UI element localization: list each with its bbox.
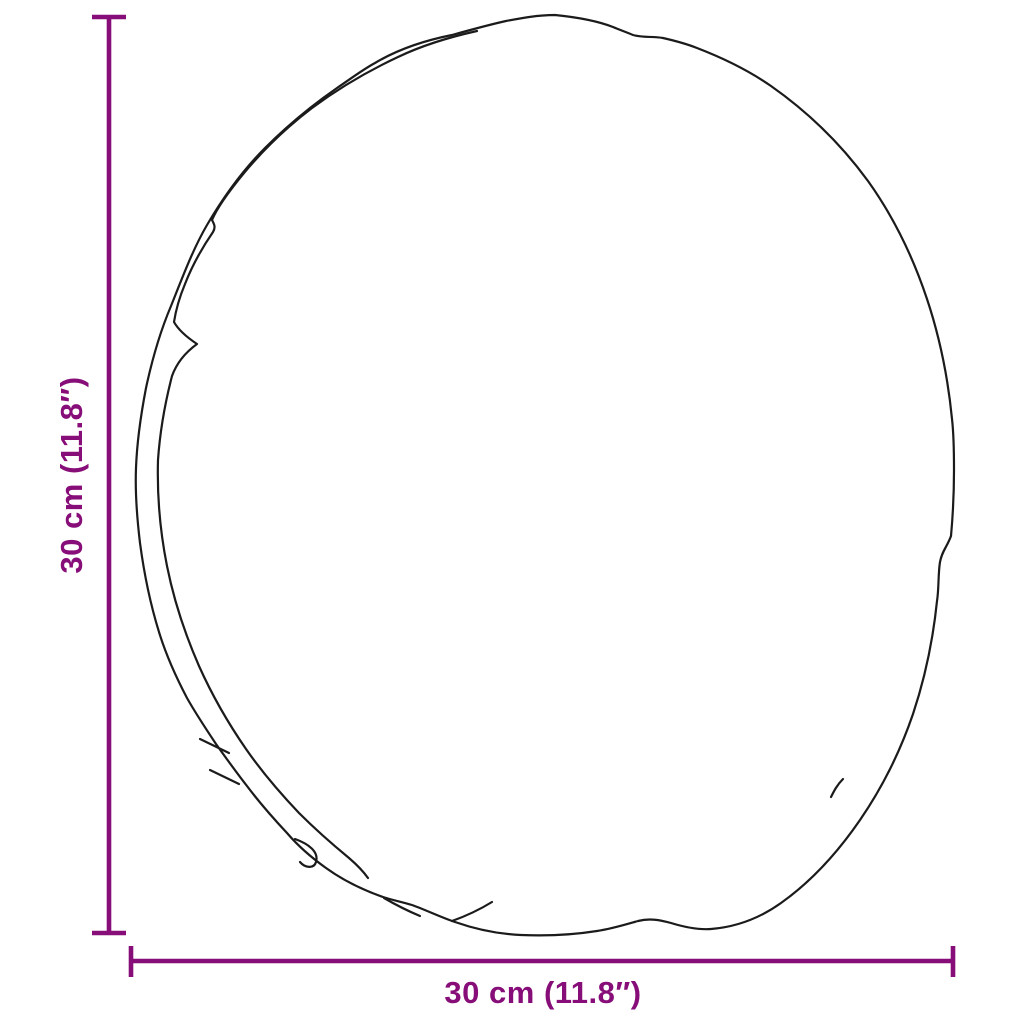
fabric-crease-branch-bottom — [450, 900, 494, 923]
seam-tab-mark-upper — [198, 737, 231, 755]
horizontal-dimension-label: 30 cm (11.8″) — [444, 975, 642, 1010]
fabric-crease-branch-right — [829, 777, 845, 799]
cushion-outline — [134, 13, 956, 937]
cushion-details — [198, 737, 845, 923]
cushion-outer-edge — [134, 13, 956, 937]
fabric-crease-curl — [293, 837, 318, 868]
seam-tab-mark-lower — [208, 768, 241, 786]
dimension-lines — [92, 14, 956, 977]
fabric-overlap-stroke — [382, 896, 422, 918]
vertical-dimension-label: 30 cm (11.8″) — [54, 376, 89, 574]
cushion-seam-line — [156, 29, 479, 880]
